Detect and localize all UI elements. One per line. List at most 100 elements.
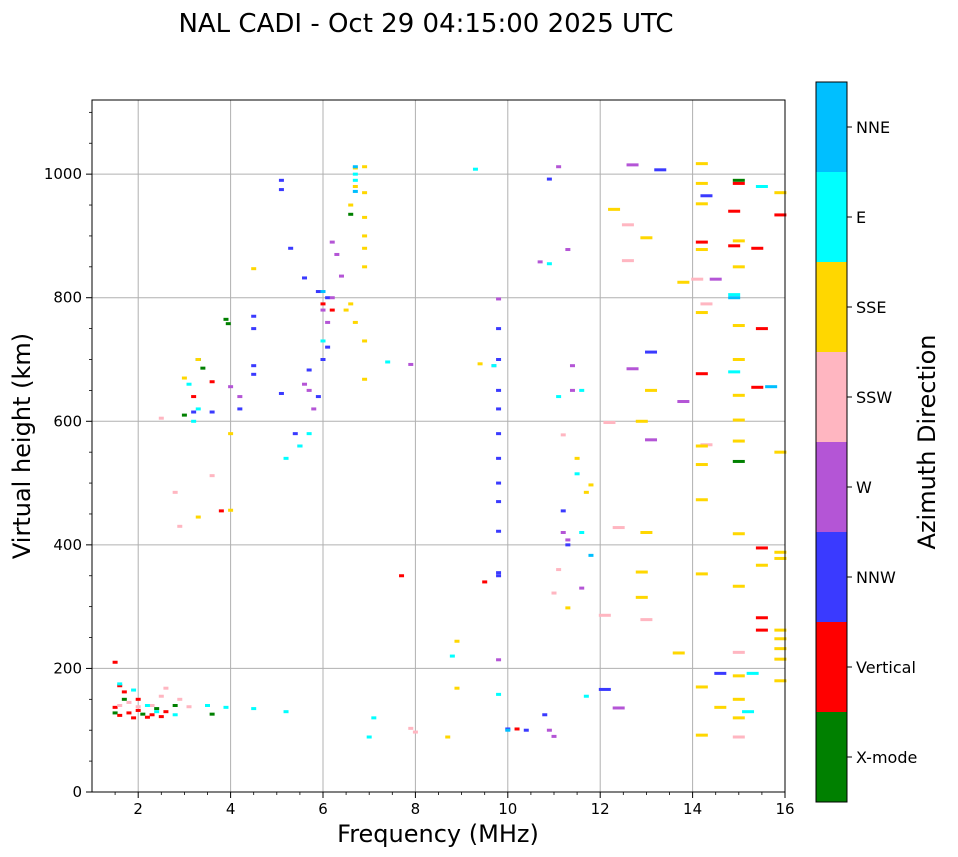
data-point-vertical xyxy=(728,244,741,248)
data-point-nnw xyxy=(251,327,257,331)
data-point-w xyxy=(306,388,312,392)
data-point-e xyxy=(172,713,178,717)
data-point-sse xyxy=(774,628,787,632)
data-point-sse xyxy=(228,432,234,436)
data-point-e xyxy=(728,370,741,374)
data-point-nnw xyxy=(315,290,321,294)
data-point-sse xyxy=(695,444,708,448)
data-point-vertical xyxy=(732,181,745,185)
data-point-sse xyxy=(583,490,589,494)
data-point-sse xyxy=(228,508,234,512)
data-point-sse xyxy=(695,572,708,576)
colorbar-label: Azimuth Direction xyxy=(913,335,941,550)
data-point-nnw xyxy=(251,364,257,368)
data-point-w xyxy=(612,706,625,710)
data-point-w xyxy=(237,395,243,399)
data-point-nnw xyxy=(496,407,502,411)
colorbar-segment xyxy=(816,262,847,352)
data-point-nnw xyxy=(496,529,502,533)
data-point-sse xyxy=(635,570,648,574)
data-point-nnw xyxy=(278,178,284,182)
data-point-e xyxy=(366,735,372,739)
data-point-e xyxy=(144,704,150,707)
data-point-sse xyxy=(695,248,708,252)
data-point-ssw xyxy=(158,416,164,420)
data-point-e xyxy=(496,692,502,696)
data-point-x-mode xyxy=(181,413,187,417)
data-point-vertical xyxy=(482,580,488,584)
grid-lines xyxy=(92,100,785,792)
data-point-e xyxy=(251,707,257,711)
data-point-sse xyxy=(695,463,708,467)
data-point-ssw xyxy=(172,490,178,494)
data-point-e xyxy=(472,167,478,171)
data-point-w xyxy=(551,734,557,738)
data-point-sse xyxy=(732,532,745,536)
data-point-nnw xyxy=(278,188,284,192)
data-point-nnw xyxy=(523,728,529,732)
data-point-nnw xyxy=(645,350,658,354)
data-point-vertical xyxy=(320,302,326,306)
data-point-ssw xyxy=(560,433,566,437)
data-point-sse xyxy=(635,595,648,599)
x-tick-label: 6 xyxy=(318,800,328,818)
plot-frame xyxy=(91,99,786,793)
data-point-sse xyxy=(774,550,787,554)
data-point-sse xyxy=(362,191,368,195)
data-point-w xyxy=(579,586,585,590)
data-point-sse xyxy=(732,393,745,397)
data-point-vertical xyxy=(112,705,118,709)
data-point-nnw xyxy=(306,368,312,372)
data-point-e xyxy=(352,178,358,182)
data-point-w xyxy=(546,728,552,732)
data-point-sse xyxy=(352,320,358,324)
data-point-sse xyxy=(645,388,658,392)
y-tick-label: 200 xyxy=(53,659,82,677)
colorbar-segment xyxy=(816,532,847,622)
data-point-sse xyxy=(362,246,368,250)
data-point-sse xyxy=(695,162,708,166)
data-point-sse xyxy=(195,515,201,519)
data-point-w xyxy=(537,260,543,264)
data-point-sse xyxy=(362,339,368,343)
data-point-x-mode xyxy=(732,459,745,463)
data-point-nnw xyxy=(302,276,308,280)
data-point-sse xyxy=(362,234,368,238)
data-point-sse xyxy=(774,556,787,560)
colorbar-label-vertical: Vertical xyxy=(856,658,916,677)
data-point-w xyxy=(311,407,317,411)
data-point-x-mode xyxy=(121,697,127,701)
data-point-sse xyxy=(565,606,571,610)
colorbar-segment xyxy=(816,172,847,262)
x-tick-label: 16 xyxy=(775,800,794,818)
data-point-vertical xyxy=(121,690,127,694)
data-point-e xyxy=(117,682,123,686)
colorbar-segment xyxy=(816,442,847,532)
data-point-w xyxy=(677,400,690,404)
data-point-sse xyxy=(574,456,580,460)
data-point-w xyxy=(556,165,562,169)
data-point-e xyxy=(186,382,192,386)
data-point-nnw xyxy=(191,410,197,414)
data-point-e xyxy=(283,456,289,460)
data-point-ssw xyxy=(640,618,653,622)
data-point-sse xyxy=(695,498,708,502)
data-point-nne xyxy=(588,553,594,557)
data-point-w xyxy=(560,531,566,534)
x-axis-label: Frequency (MHz) xyxy=(337,820,539,848)
colorbar-label-e: E xyxy=(856,208,866,227)
data-point-sse xyxy=(755,563,768,567)
data-point-sse xyxy=(774,191,787,195)
data-point-ssw xyxy=(691,277,704,281)
data-point-vertical xyxy=(112,660,118,664)
colorbar-segment xyxy=(816,712,847,802)
data-point-vertical xyxy=(695,372,708,376)
colorbar-segment xyxy=(816,82,847,172)
data-point-vertical xyxy=(117,684,123,688)
data-point-e xyxy=(195,407,201,411)
data-point-sse xyxy=(732,674,745,678)
x-tick-label: 14 xyxy=(683,800,702,818)
data-point-nnw xyxy=(325,345,331,349)
data-point-vertical xyxy=(751,385,764,389)
